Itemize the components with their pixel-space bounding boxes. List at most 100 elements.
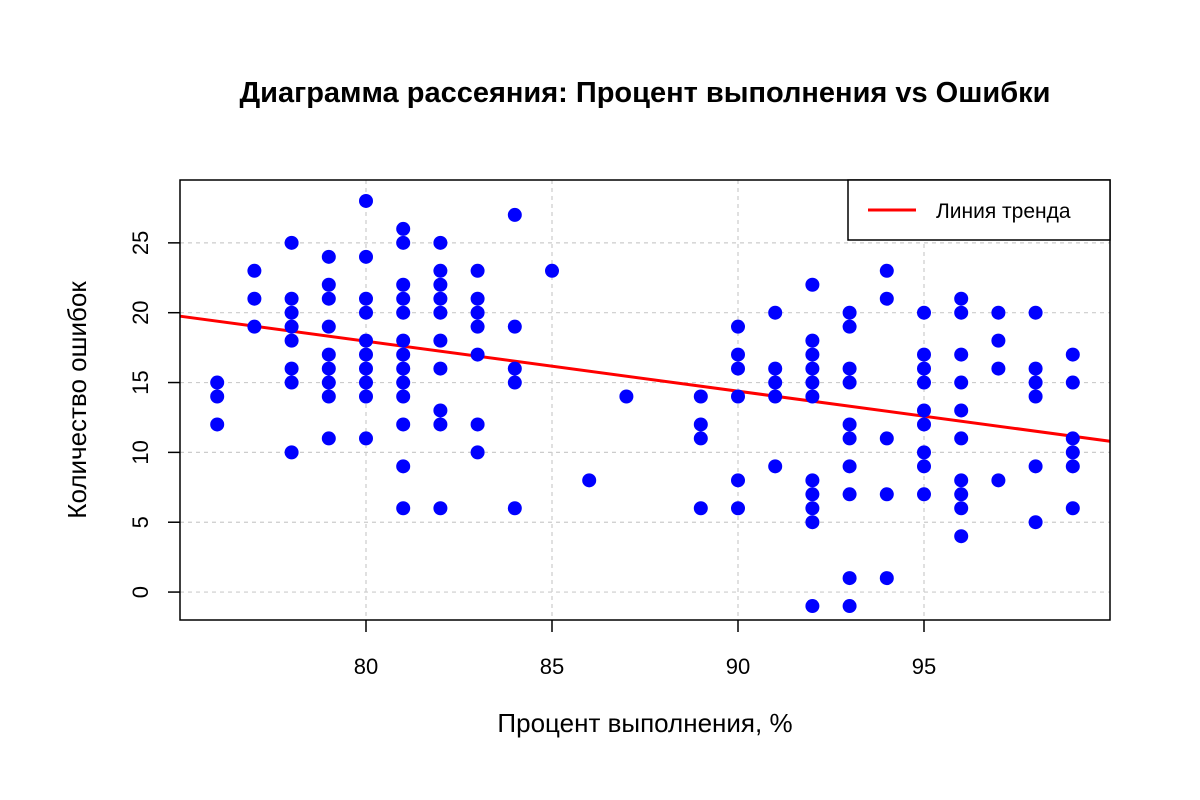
data-point [284,445,299,460]
data-point [247,291,262,306]
data-point [842,319,857,334]
data-point [210,417,225,432]
data-point [396,291,411,306]
data-point [954,375,969,390]
data-point [433,403,448,418]
data-point [1065,445,1080,460]
y-tick-label: 15 [128,370,153,394]
data-point [284,361,299,376]
data-point [954,473,969,488]
data-point [917,403,931,418]
data-point [693,431,708,446]
data-point [879,571,894,586]
data-point [954,403,969,418]
data-point [805,599,820,614]
data-point [1065,431,1080,446]
data-point [359,375,373,390]
grid [180,180,1110,620]
data-point [842,571,857,586]
data-point [768,305,783,320]
data-point [693,501,708,516]
data-point [731,473,745,488]
data-point [731,319,745,334]
data-point [991,361,1006,376]
data-point [470,291,485,306]
data-point [433,305,448,320]
data-point [842,487,857,502]
data-point [917,305,931,320]
data-point [954,291,969,306]
data-point [359,347,373,362]
data-point [359,333,373,348]
data-point [321,347,336,362]
data-point [1028,389,1043,404]
data-point [359,305,373,320]
data-point [359,291,373,306]
data-point [842,417,857,432]
data-point [284,319,299,334]
data-point [1065,501,1080,516]
data-point [619,389,634,404]
data-point [359,361,373,376]
data-point [768,389,783,404]
y-tick-label: 25 [128,231,153,255]
data-point [507,319,522,334]
data-point [879,263,894,278]
data-point [321,319,336,334]
data-point [433,333,448,348]
data-point [731,347,745,362]
data-point [1028,305,1043,320]
data-point [768,375,783,390]
data-points [210,193,1080,614]
data-point [1065,375,1080,390]
data-point [917,487,931,502]
data-point [284,291,299,306]
data-point [507,501,522,516]
trend-line [179,314,1111,443]
data-point [210,389,225,404]
data-point [842,375,857,390]
data-point [247,263,262,278]
data-point [396,333,411,348]
data-point [917,347,931,362]
x-tick-label: 90 [726,654,750,679]
data-point [731,361,745,376]
data-point [321,291,336,306]
data-point [210,375,225,390]
data-point [321,375,336,390]
data-point [321,277,336,292]
data-point [321,389,336,404]
data-point [842,431,857,446]
data-point [731,501,745,516]
data-point [507,361,522,376]
data-point [693,417,708,432]
data-point [768,459,783,474]
data-point [805,389,820,404]
data-point [321,361,336,376]
data-point [842,459,857,474]
data-point [247,319,262,334]
data-point [396,459,411,474]
data-point [954,487,969,502]
data-point [1028,375,1043,390]
plot-frame [179,179,1111,621]
data-point [433,263,448,278]
data-point [842,599,857,614]
x-tick-label: 85 [540,654,564,679]
data-point [507,207,522,222]
data-point [359,389,373,404]
data-point [1028,361,1043,376]
data-point [284,305,299,320]
data-point [470,263,485,278]
data-point [396,501,411,516]
data-point [917,445,931,460]
data-point [470,347,485,362]
legend: Линия тренда [847,179,1111,241]
data-point [842,305,857,320]
data-point [359,193,373,208]
chart-title: Диаграмма рассеяния: Процент выполнения … [240,77,1051,109]
data-point [917,375,931,390]
data-point [433,417,448,432]
data-point [954,305,969,320]
